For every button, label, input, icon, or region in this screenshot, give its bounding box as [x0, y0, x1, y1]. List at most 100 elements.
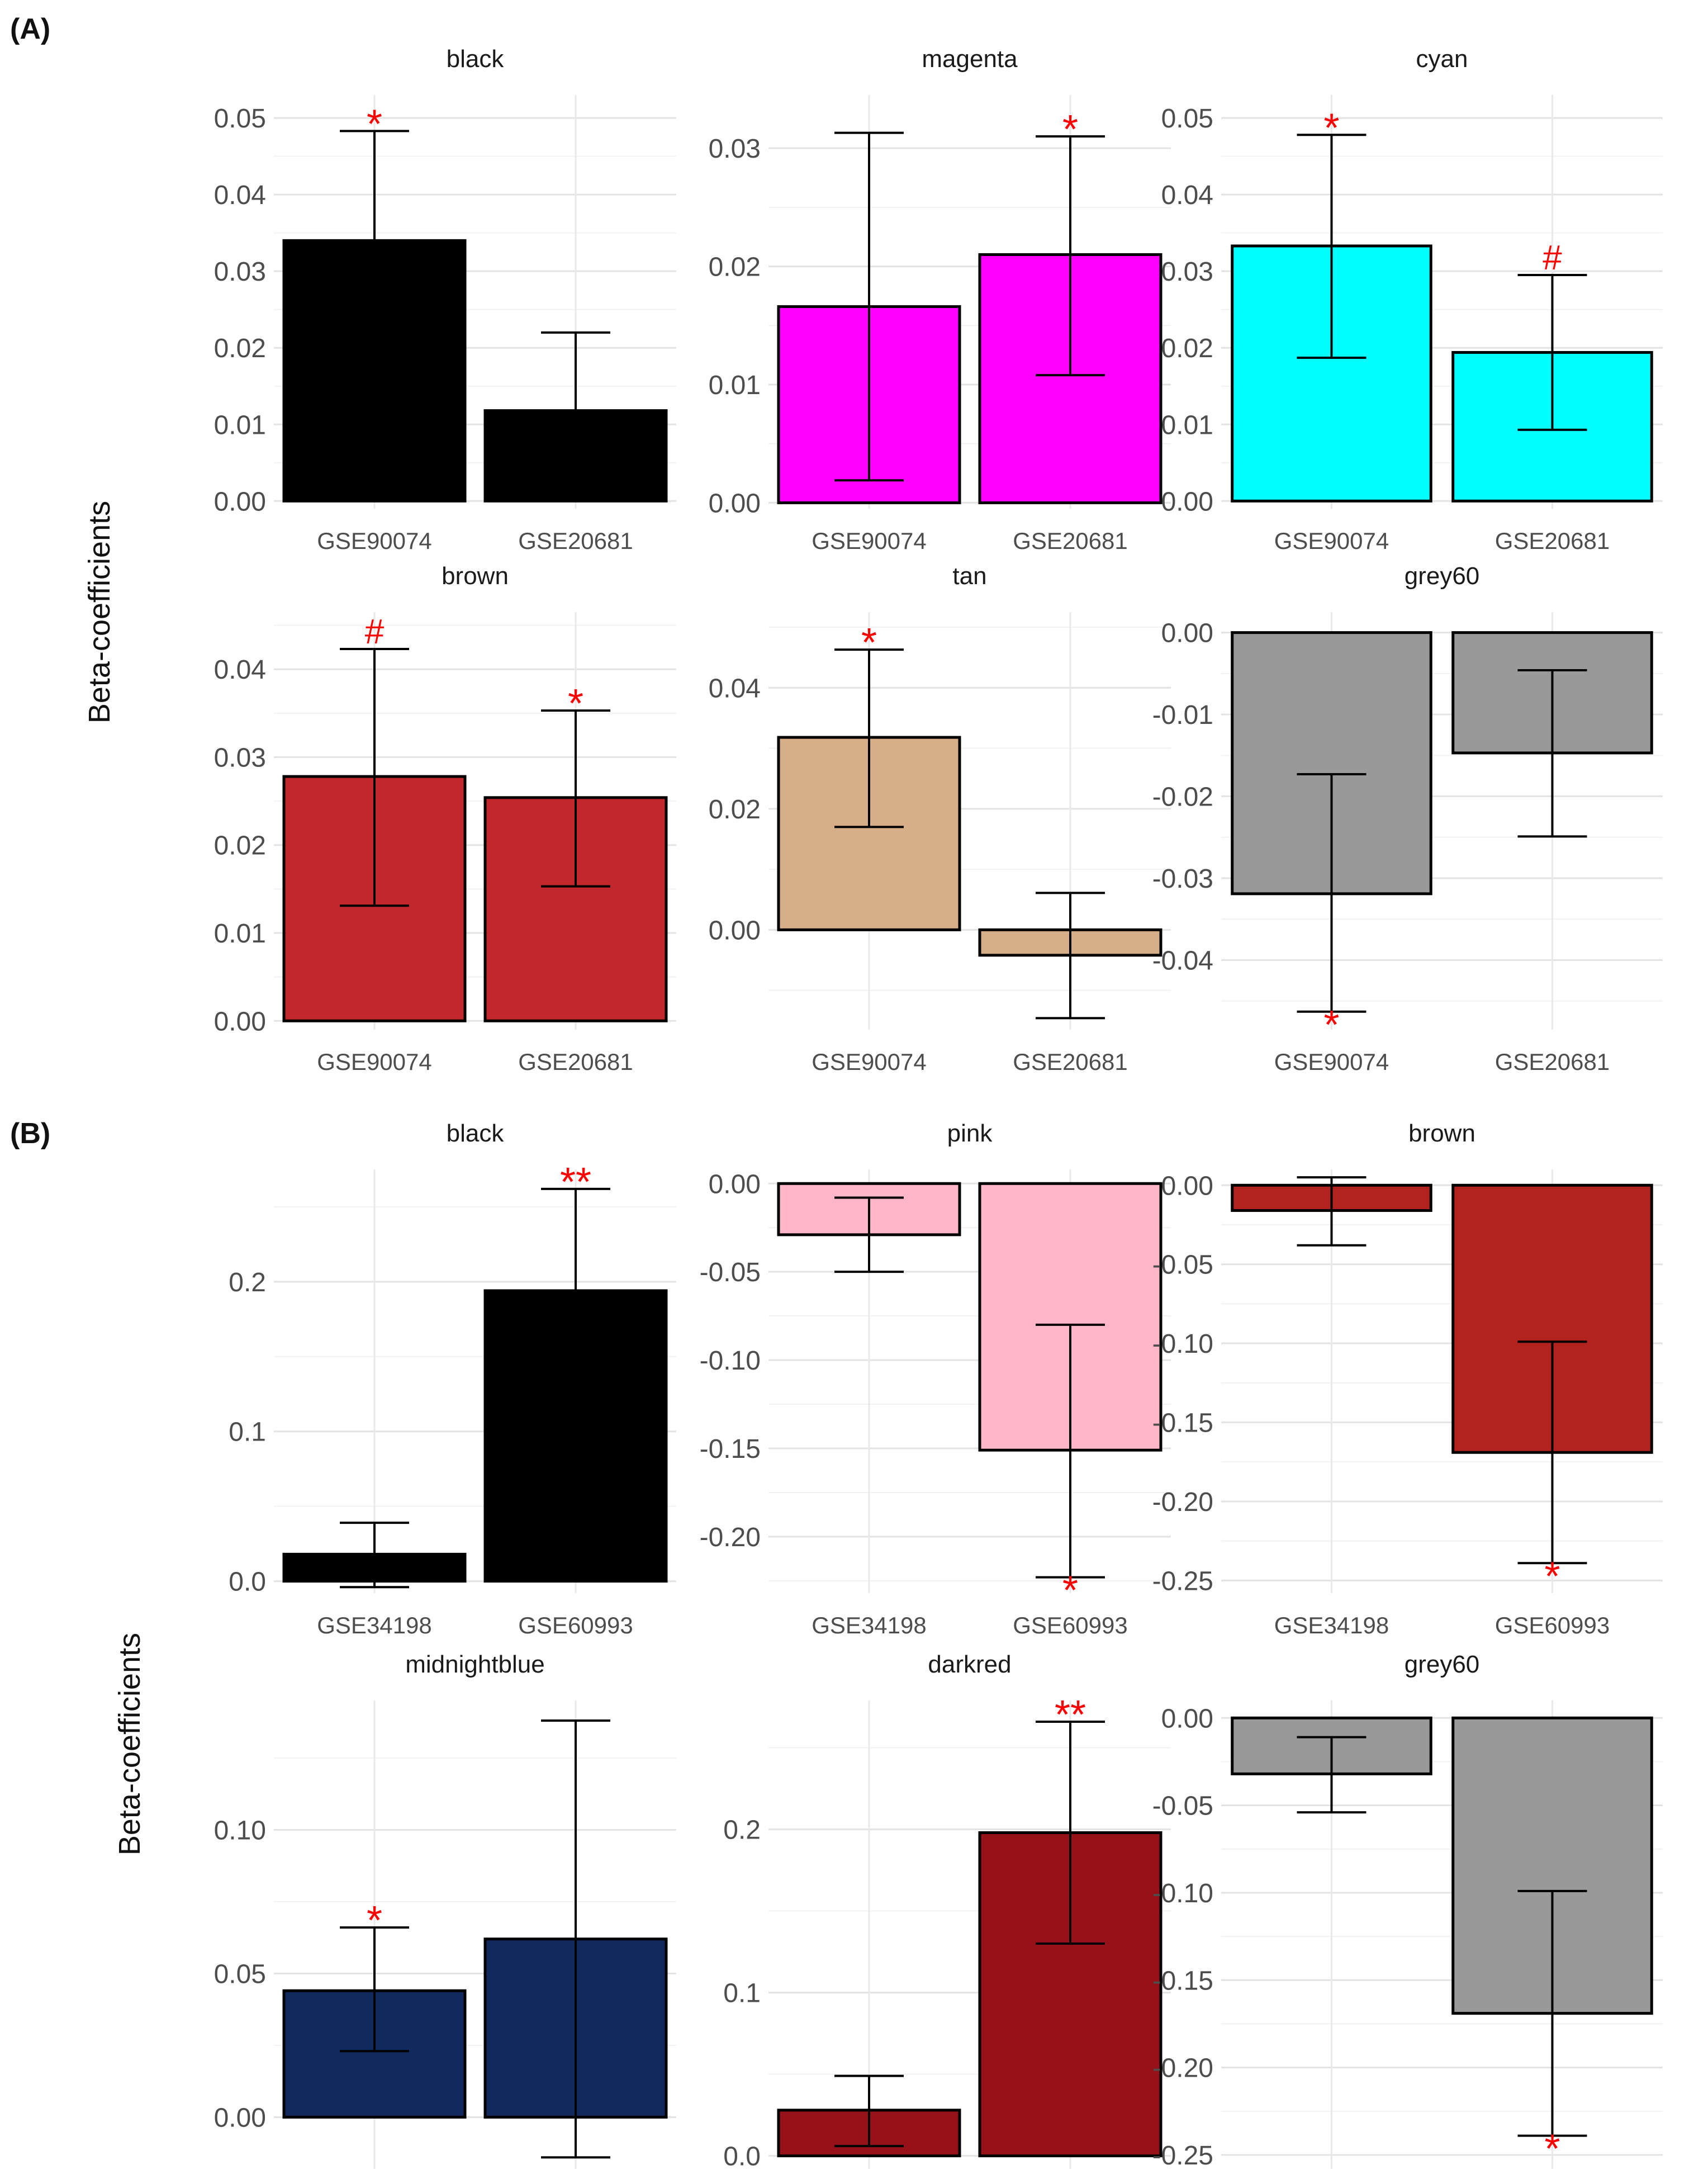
- panel-title: black: [447, 45, 505, 73]
- y-tick-label: 0.00: [214, 1007, 266, 1036]
- panel-title: pink: [947, 1120, 993, 1147]
- y-tick-label: 0.02: [709, 795, 761, 825]
- y-tick-label: 0.0: [229, 1567, 266, 1597]
- panel-title: brown: [1408, 1120, 1475, 1147]
- x-tick-label: GSE90074: [812, 528, 927, 554]
- x-tick-label: GSE90074: [317, 528, 432, 554]
- y-tick-label: 0.01: [214, 919, 266, 949]
- significance-marker: **: [1055, 1693, 1086, 1737]
- panel-magenta: 0.00 0.01 0.02 0.03 magenta GSE90074 GSE20681 *: [709, 45, 1171, 554]
- significance-marker: *: [367, 102, 382, 146]
- y-tick-label: 0.00: [214, 487, 266, 517]
- y-tick-label: 0.00: [709, 1169, 761, 1199]
- panel-title: midnightblue: [405, 1651, 545, 1678]
- y-tick-label: 0.04: [709, 674, 761, 703]
- y-tick-label: 0.03: [709, 134, 761, 164]
- panel-midnightblue: 0.000.050.10midnightblueGSE34198GSE60993…: [214, 1651, 676, 2169]
- panel-brown: 0.00 -0.05 -0.10 -0.15 -0.20 -0.25 brown GSE341…: [1152, 1120, 1663, 1638]
- panel-darkred: 0.00.10.2darkredGSE34198GSE60993**: [723, 1651, 1171, 2172]
- x-tick-label: GSE60993: [518, 1612, 633, 1638]
- significance-marker: *: [861, 620, 877, 665]
- x-tick-label: GSE34198: [812, 1612, 927, 1638]
- y-tick-label: -0.20: [1152, 2054, 1213, 2083]
- x-tick-label: GSE20681: [1495, 528, 1610, 554]
- panel-title: grey60: [1404, 1651, 1480, 1678]
- y-tick-label: 0.10: [214, 1816, 266, 1845]
- y-tick-label: 0.01: [1161, 410, 1213, 440]
- y-tick-label: 0.05: [214, 104, 266, 134]
- x-tick-label: GSE20681: [1013, 1049, 1128, 1075]
- y-tick-label: 0.04: [1161, 181, 1213, 210]
- panel-title: cyan: [1416, 45, 1468, 73]
- y-tick-label: -0.05: [1152, 1792, 1213, 1821]
- y-tick-label: -0.15: [700, 1434, 761, 1464]
- significance-marker: *: [1544, 1554, 1560, 1599]
- y-tick-label: -0.20: [1152, 1487, 1213, 1517]
- significance-marker: *: [1062, 107, 1078, 152]
- x-tick-label: GSE60993: [1495, 1612, 1610, 1638]
- x-tick-label: GSE90074: [812, 1049, 927, 1075]
- y-tick-label: -0.25: [1152, 1566, 1213, 1596]
- panel-brown: 0.00 0.01 0.02 0.03 0.04 brown GSE90074 GSE2068…: [214, 562, 676, 1075]
- y-tick-label: -0.10: [700, 1346, 761, 1376]
- y-tick-label: 0.03: [1161, 257, 1213, 287]
- y-tick-label: -0.01: [1152, 700, 1213, 730]
- y-tick-label: 0.02: [1161, 334, 1213, 363]
- y-tick-label: -0.10: [1152, 1879, 1213, 1908]
- y-tick-label: 0.00: [1161, 1704, 1213, 1733]
- y-tick-label: -0.25: [1152, 2141, 1213, 2171]
- significance-marker: *: [1544, 2127, 1560, 2172]
- significance-marker: *: [1062, 1569, 1078, 1613]
- section-label-a: (A): [10, 13, 51, 45]
- y-tick-label: 0.04: [214, 655, 266, 685]
- x-tick-label: GSE20681: [518, 528, 633, 554]
- x-tick-label: GSE20681: [1013, 528, 1128, 554]
- panel-title: magenta: [922, 45, 1018, 73]
- y-tick-label: -0.05: [700, 1258, 761, 1287]
- x-tick-label: GSE90074: [1274, 528, 1389, 554]
- significance-marker: *: [568, 681, 583, 726]
- y-tick-label: 0.03: [214, 743, 266, 773]
- y-tick-label: 0.04: [214, 181, 266, 210]
- y-tick-label: -0.03: [1152, 864, 1213, 894]
- y-tick-label: 0.05: [214, 1959, 266, 1989]
- significance-marker: *: [1323, 1003, 1339, 1048]
- panel-grey60: 0.00-0.05-0.10-0.15-0.20-0.25grey60GSE34…: [1152, 1651, 1663, 2172]
- x-tick-label: GSE34198: [317, 1612, 432, 1638]
- x-tick-label: GSE90074: [1274, 1049, 1389, 1075]
- y-tick-label: 0.00: [1161, 487, 1213, 517]
- y-tick-label: 0.02: [214, 831, 266, 861]
- y-tick-label: 0.00: [1161, 1171, 1213, 1201]
- y-tick-label: 0.02: [709, 253, 761, 282]
- panel-title: darkred: [928, 1651, 1011, 1678]
- significance-marker: #: [1543, 239, 1562, 277]
- significance-marker: #: [365, 613, 385, 651]
- y-tick-label: 0.00: [214, 2103, 266, 2133]
- x-tick-label: GSE34198: [1274, 1612, 1389, 1638]
- y-tick-label: 0.1: [229, 1418, 266, 1447]
- y-tick-label: 0.1: [723, 1979, 761, 2008]
- significance-marker: *: [367, 1898, 382, 1943]
- panel-title: tan: [952, 562, 986, 590]
- panel-pink: 0.00 -0.05 -0.10 -0.15 -0.20 pink GSE34198 GSE6…: [700, 1120, 1171, 1638]
- y-tick-label: -0.20: [700, 1523, 761, 1552]
- y-tick-label: 0.01: [214, 410, 266, 440]
- x-tick-label: GSE90074: [317, 1049, 432, 1075]
- panel-black: 0.0 0.1 0.2 black GSE34198 GSE60993 **: [229, 1120, 676, 1638]
- panel-tan: 0.00 0.02 0.04 tan GSE90074 GSE20681 *: [709, 562, 1171, 1075]
- y-tick-label: -0.15: [1152, 1409, 1213, 1438]
- significance-marker: *: [1323, 106, 1339, 150]
- panel-grey60: 0.00 -0.01 -0.02 -0.03 -0.04 grey60 GSE90074 GS…: [1152, 562, 1663, 1075]
- y-tick-label: 0.2: [723, 1816, 761, 1845]
- section-label-b: (B): [10, 1117, 51, 1150]
- x-tick-label: GSE20681: [518, 1049, 633, 1075]
- y-tick-label: 0.01: [709, 371, 761, 400]
- x-tick-label: GSE60993: [1013, 1612, 1128, 1638]
- y-tick-label: 0.0: [723, 2142, 761, 2172]
- panel-title: brown: [442, 562, 509, 590]
- y-tick-label: 0.00: [709, 916, 761, 945]
- y-tick-label: 0.00: [709, 489, 761, 518]
- y-tick-label: 0.03: [214, 257, 266, 287]
